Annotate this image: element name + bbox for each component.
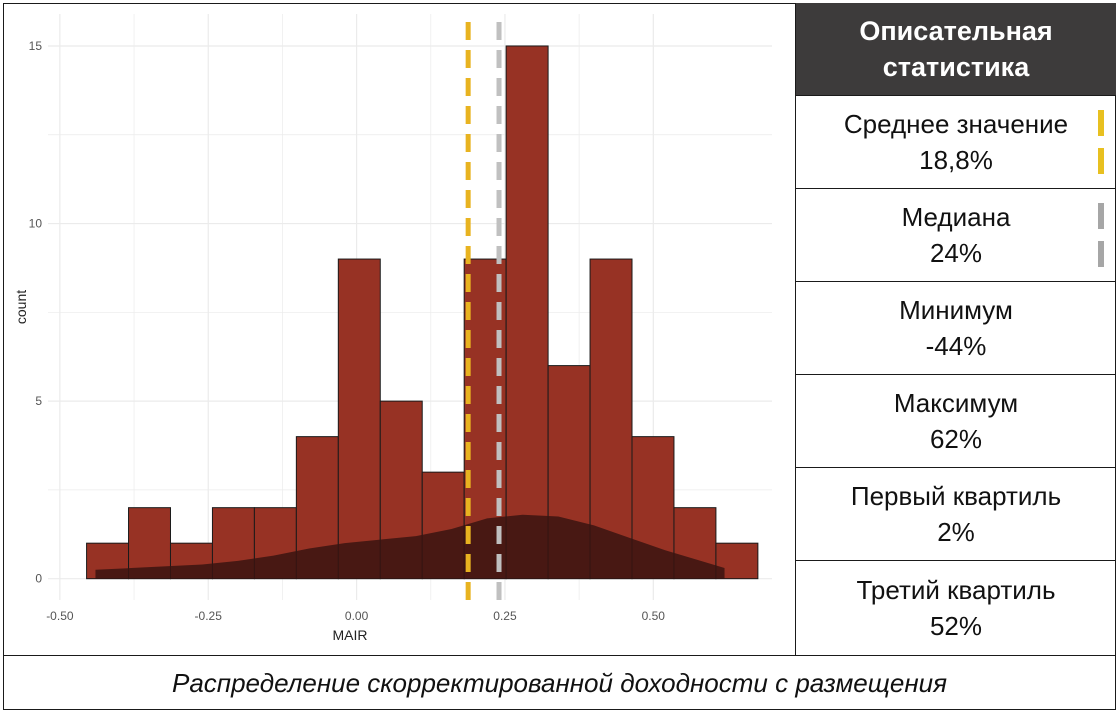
histogram-chart: -0.50 -0.25 0.00 0.25 0.50 0 5 10 15 MAIR count [13, 14, 772, 643]
x-tick-label: -0.25 [195, 609, 223, 623]
x-tick-label: 0.25 [493, 609, 517, 623]
histogram-bar [337, 258, 381, 580]
reference-lines [465, 22, 502, 600]
stat-row: Первый квартиль 2% [796, 468, 1116, 561]
stat-label: Медиана [901, 202, 1011, 232]
y-tick-labels: 0 5 10 15 [29, 39, 43, 586]
x-tick-label: 0.00 [345, 609, 369, 623]
y-tick-label: 10 [29, 217, 43, 231]
stat-row: Среднее значение 18,8% [796, 96, 1116, 189]
figure-frame [3, 3, 1116, 710]
stat-row: Минимум -44% [796, 282, 1116, 375]
stat-label: Третий квартиль [856, 575, 1056, 605]
stat-row: Третий квартиль 52% [796, 561, 1116, 655]
stat-value: 24% [929, 238, 983, 268]
stat-label: Первый квартиль [850, 481, 1062, 511]
stats-panel: Описательная статистика Среднее значение… [795, 3, 1116, 655]
stat-value: 52% [929, 611, 983, 641]
legend-dash-marker [1098, 203, 1104, 267]
y-tick-label: 0 [35, 572, 42, 586]
x-tick-label: 0.50 [642, 609, 666, 623]
density-area [95, 514, 725, 579]
stat-value: -44% [925, 331, 987, 361]
histogram-bar [505, 45, 549, 580]
x-tick-labels: -0.50 -0.25 0.00 0.25 0.50 [46, 609, 665, 623]
stat-label: Минимум [899, 295, 1013, 325]
x-tick-label: -0.50 [46, 609, 74, 623]
stat-row: Медиана 24% [796, 189, 1116, 282]
legend-dash-marker [1098, 110, 1104, 174]
stat-label: Максимум [893, 388, 1019, 418]
stat-value: 2% [937, 517, 975, 547]
stat-value: 62% [929, 424, 983, 454]
stat-value: 18,8% [919, 145, 993, 175]
y-tick-label: 5 [35, 394, 42, 408]
stat-row: Максимум 62% [796, 375, 1116, 468]
chart-caption: Распределение скорректированной доходнос… [3, 655, 1116, 710]
stat-label: Среднее значение [843, 109, 1069, 139]
histogram-bar [589, 258, 633, 580]
y-tick-label: 15 [29, 39, 43, 53]
y-axis-title: count [13, 290, 29, 324]
stats-title: Описательная статистика [796, 3, 1116, 96]
x-axis-title: MAIR [333, 627, 368, 643]
